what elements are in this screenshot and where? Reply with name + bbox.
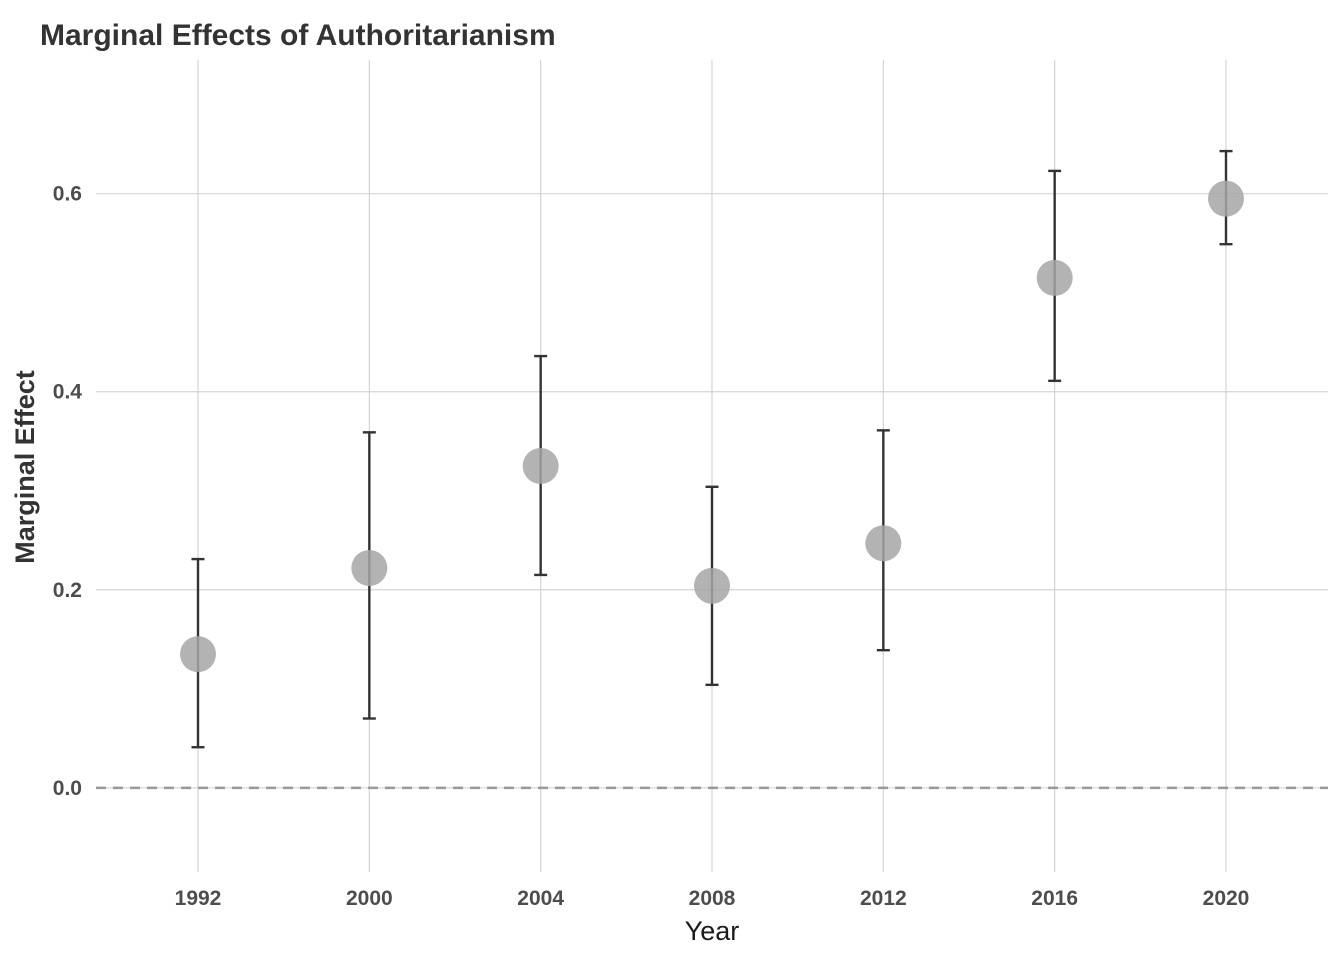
x-tick-label: 1992 bbox=[175, 887, 222, 910]
x-tick-label: 2000 bbox=[346, 887, 393, 910]
y-axis-title: Marginal Effect bbox=[10, 370, 40, 564]
point-2020 bbox=[1208, 180, 1244, 217]
point-2012 bbox=[865, 525, 902, 562]
y-tick-label: 0.6 bbox=[53, 183, 82, 206]
x-tick-label: 2008 bbox=[689, 887, 736, 910]
y-tick-label: 0.4 bbox=[53, 381, 83, 404]
x-tick-label: 2016 bbox=[1031, 887, 1078, 910]
y-tick-label: 0.2 bbox=[53, 579, 82, 602]
x-tick-label: 2004 bbox=[517, 887, 564, 910]
x-axis-title: Year bbox=[685, 916, 740, 946]
point-1992 bbox=[180, 636, 216, 673]
x-axis-tick-labels: 1992 2000 2004 2008 2012 2016 2020 bbox=[175, 887, 1250, 910]
point-estimates bbox=[180, 180, 1244, 673]
grid-lines bbox=[96, 60, 1328, 872]
point-2008 bbox=[694, 567, 730, 604]
y-axis-tick-labels: 0.0 0.2 0.4 0.6 bbox=[53, 183, 83, 800]
y-tick-label: 0.0 bbox=[53, 777, 82, 800]
x-tick-label: 2020 bbox=[1203, 887, 1250, 910]
point-2004 bbox=[522, 448, 559, 484]
chart-title: Marginal Effects of Authoritarianism bbox=[40, 19, 556, 52]
point-2016 bbox=[1036, 259, 1073, 296]
point-2000 bbox=[351, 549, 388, 586]
x-tick-label: 2012 bbox=[860, 887, 907, 910]
